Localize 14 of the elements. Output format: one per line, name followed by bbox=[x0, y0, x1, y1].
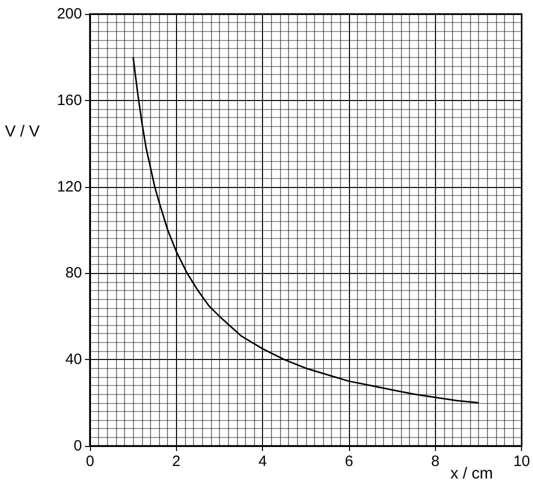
y-tick-label: 0 bbox=[74, 438, 82, 454]
y-tick-label: 40 bbox=[65, 351, 82, 368]
x-tick-label: 2 bbox=[172, 453, 181, 470]
x-tick-label: 10 bbox=[513, 453, 530, 470]
x-tick-label: 4 bbox=[258, 453, 267, 470]
x-axis-title: x / cm bbox=[450, 466, 494, 482]
y-tick-label: 80 bbox=[65, 264, 82, 282]
y-tick-label: 120 bbox=[56, 178, 82, 196]
y-axis-title: V / V bbox=[5, 124, 40, 140]
y-tick-label: 160 bbox=[56, 92, 82, 109]
x-tick-label: 6 bbox=[344, 453, 354, 470]
x-tick-label: 0 bbox=[86, 453, 94, 470]
x-tick-label: 8 bbox=[431, 453, 440, 470]
y-tick-label: 200 bbox=[56, 6, 82, 22]
